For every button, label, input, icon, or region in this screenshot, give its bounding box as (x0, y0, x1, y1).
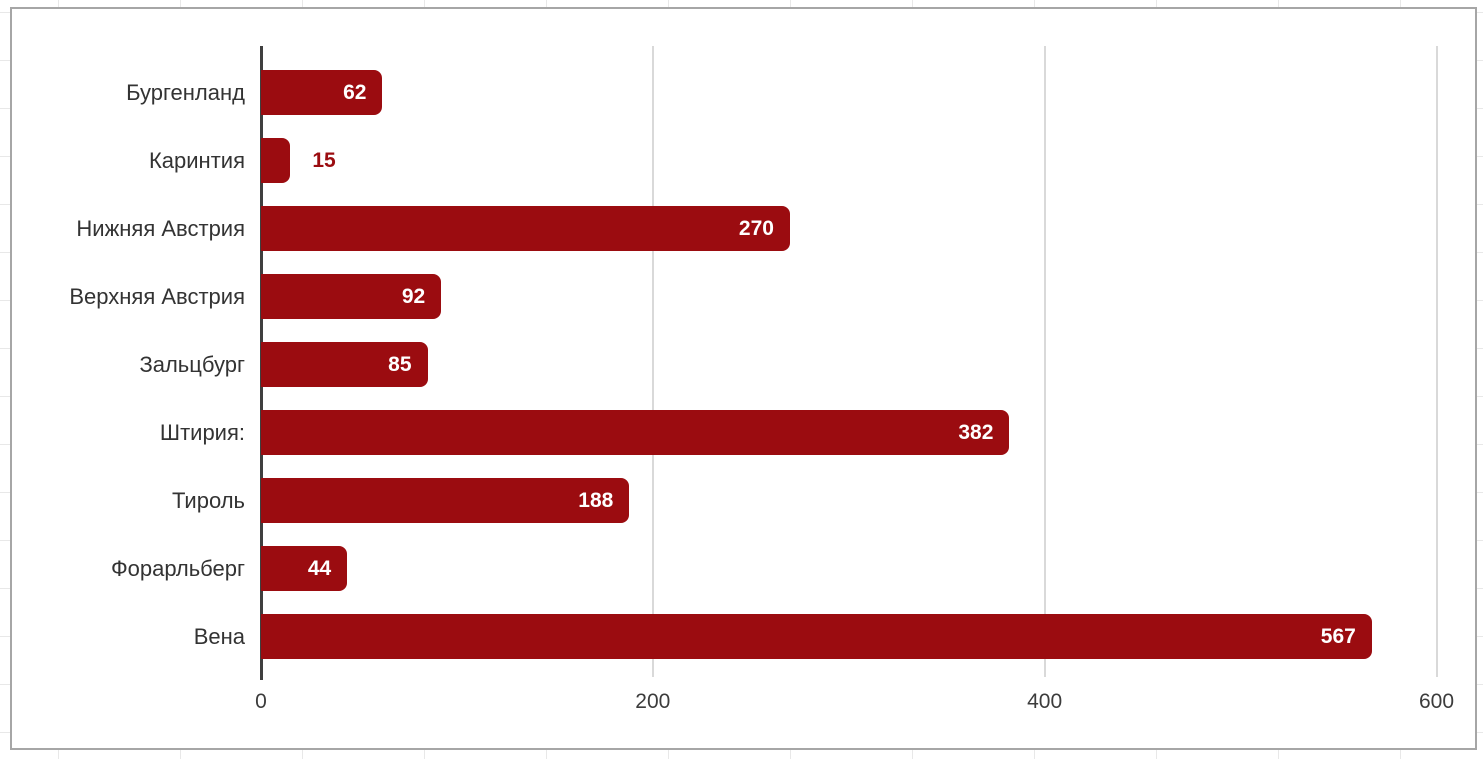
chart-object[interactable]: 0 200 400 600 Бургенланд 62 Каринтия 15 Нижняя А… (10, 7, 1477, 750)
value-label: 15 (312, 148, 336, 172)
bar (261, 205, 790, 251)
bar (261, 273, 442, 319)
x-tick-label: 400 (1027, 690, 1063, 713)
category-label: Форарльберг (110, 555, 245, 581)
value-label: 270 (738, 216, 774, 240)
category-label: Нижняя Австрия (76, 215, 245, 241)
bar (261, 137, 291, 183)
value-label: 92 (401, 284, 426, 308)
category-label: Каринтия (148, 147, 245, 173)
bar (261, 69, 383, 115)
value-label: 44 (307, 556, 332, 580)
category-label: Зальцбург (139, 351, 245, 377)
bar (261, 341, 428, 387)
value-label: 188 (578, 488, 614, 512)
x-tick-label: 0 (255, 690, 267, 713)
bar (261, 613, 1372, 659)
category-label: Штирия: (159, 419, 245, 445)
value-label: 85 (388, 352, 412, 376)
value-label: 62 (343, 80, 367, 104)
bar (261, 545, 348, 591)
value-label: 382 (958, 420, 994, 444)
bar-chart-plot-area: 0 200 400 600 Бургенланд 62 Каринтия 15 Нижняя А… (12, 9, 1475, 748)
category-label: Вена (193, 623, 245, 649)
category-label: Тироль (171, 487, 245, 513)
bar (261, 409, 1010, 455)
x-tick-label: 200 (635, 690, 671, 713)
gridline-400 (1043, 46, 1046, 677)
category-label: Бургенланд (126, 79, 245, 105)
gridline-200 (651, 46, 654, 677)
gridline-600 (1435, 46, 1438, 677)
bar (261, 477, 630, 523)
category-label: Верхняя Австрия (69, 283, 245, 309)
x-tick-label: 600 (1418, 690, 1455, 713)
value-label: 567 (1320, 624, 1356, 648)
